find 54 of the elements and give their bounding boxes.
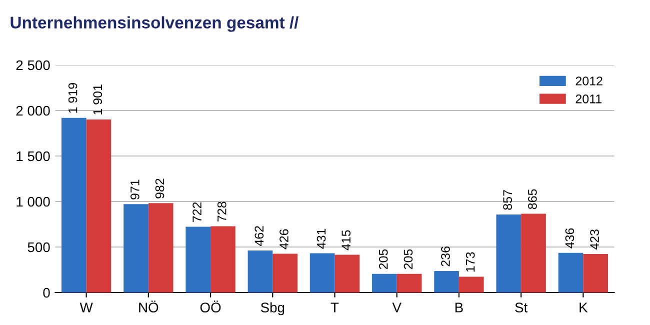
data-label: 415 xyxy=(342,230,351,250)
data-label: 431 xyxy=(316,228,326,249)
bar xyxy=(124,204,148,292)
bar xyxy=(310,253,335,292)
x-tick-label: V xyxy=(392,302,402,312)
data-label: 722 xyxy=(192,202,202,222)
data-label: 236 xyxy=(441,246,450,266)
bar xyxy=(458,276,484,292)
x-tick-label: St xyxy=(515,302,528,312)
data-label: 728 xyxy=(217,202,226,222)
data-label: 971 xyxy=(130,180,140,200)
bar xyxy=(272,254,298,292)
y-tick-label: 0 xyxy=(43,288,50,298)
chart-title: Unternehmensinsolvenzen gesamt // xyxy=(10,16,299,32)
bar xyxy=(61,118,86,292)
data-label: 423 xyxy=(590,230,599,250)
bar xyxy=(248,250,273,292)
bar xyxy=(334,254,360,292)
x-tick-label: B xyxy=(455,302,463,312)
bar xyxy=(496,214,522,292)
y-tick-label: 2 500 xyxy=(16,60,50,70)
x-tick-label: Sbg xyxy=(260,302,284,316)
data-label: 462 xyxy=(254,226,264,246)
data-label: 205 xyxy=(378,249,388,270)
y-tick-label: 500 xyxy=(28,242,50,252)
y-tick-label: 1 500 xyxy=(16,151,50,162)
x-tick-label: W xyxy=(80,302,93,312)
data-label: 982 xyxy=(155,178,164,198)
bar xyxy=(521,214,546,292)
x-tick-label: OÖ xyxy=(200,300,221,312)
data-label: 1 919 xyxy=(68,83,78,113)
data-label: 1 901 xyxy=(93,84,102,114)
bar xyxy=(86,120,112,292)
data-label: 436 xyxy=(565,228,574,248)
bar xyxy=(558,252,584,292)
bar xyxy=(583,254,608,292)
y-tick-label: 1 000 xyxy=(16,196,50,207)
y-tick-label: 2 000 xyxy=(16,106,50,116)
data-label: 857 xyxy=(503,190,512,210)
bar xyxy=(210,226,236,292)
x-tick-label: NÖ xyxy=(139,300,158,312)
bar xyxy=(396,274,422,292)
bar xyxy=(186,226,211,292)
data-label: 173 xyxy=(466,252,475,272)
bar xyxy=(434,271,459,292)
x-tick-label: K xyxy=(580,302,588,312)
legend-label: 2011 xyxy=(576,94,602,104)
data-label: 426 xyxy=(280,229,288,250)
legend-label: 2012 xyxy=(576,76,602,86)
data-label: 205 xyxy=(404,249,413,270)
bar xyxy=(148,203,174,292)
x-tick-label: T xyxy=(330,302,339,312)
bar xyxy=(372,274,397,292)
data-label: 865 xyxy=(528,189,537,210)
